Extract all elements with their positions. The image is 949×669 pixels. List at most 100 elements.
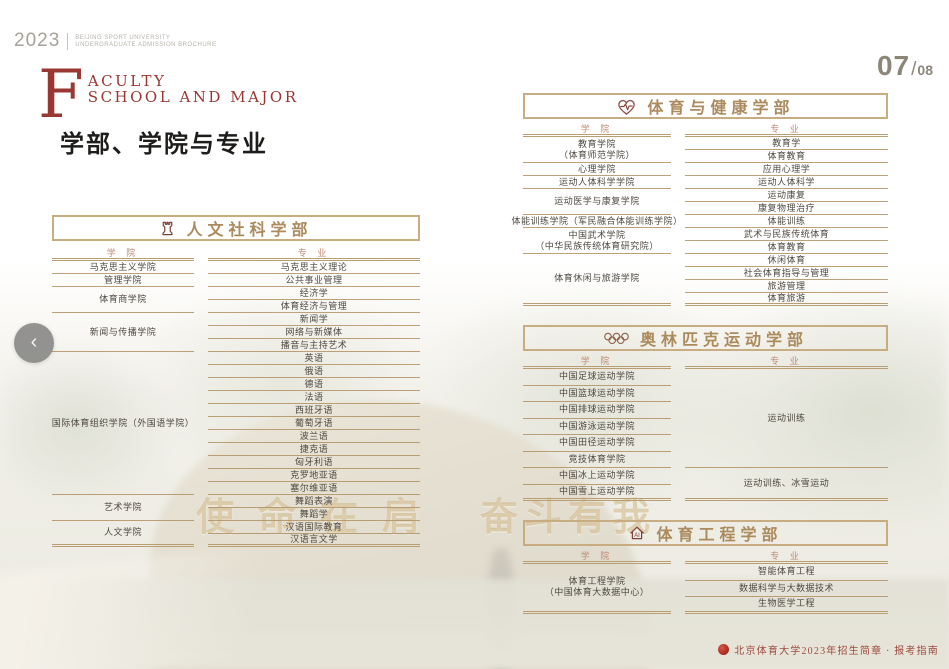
university-logo-icon [718,644,730,655]
rook-icon [159,220,176,237]
cell-text: 管理学院 [103,274,142,285]
cell-text: 克罗地亚语 [290,469,338,480]
cell-text: 播音与主持艺术 [280,339,348,350]
major-cell: 葡萄牙语 [208,417,420,430]
page-title-english: F ACULTY SCHOOL AND MAJOR [38,61,299,127]
svg-text:AI: AI [635,533,641,539]
cell-text: 教育学 [772,137,801,148]
major-cell: 波兰语 [208,430,420,443]
cell-text: 捷克语 [299,443,329,454]
cell-text: 体育工程学院 [568,576,626,587]
major-cell: 体育经济与管理 [208,300,420,313]
major-cells: 运动训练 运动训练、冰雪运动 [685,369,888,501]
prev-page-button[interactable]: ‹ [14,323,54,363]
major-cell: 德语 [208,378,420,391]
faculty-header: 奥林匹克运动学部 [523,325,888,351]
major-cell: 捷克语 [208,443,420,456]
cell-text: 康复物理治疗 [757,202,815,213]
cell-text: 运动训练、冰雪运动 [743,477,830,488]
major-cell: 汉语国际教育 [208,521,420,534]
faculty-section-engineering: AI 体育工程学部 学 院 体育工程学院 （中国体育大数据中心） 专 业 智能体育… [523,520,888,614]
major-cell: 英语 [208,352,420,365]
faculty-columns: 学 院 中国足球运动学院 中国篮球运动学院 中国排球运动学院 中国游泳运动学院 中国田径… [523,354,888,501]
school-cell: 体育休闲与旅游学院 [523,254,671,306]
page-number: 07 / 08 [877,50,933,82]
major-column: 专 业 马克思主义理论 公共事业管理 经济学 体育经济与管理 新闻学 网络与新媒体 播音与主… [208,246,420,547]
major-cell: 舞蹈学 [208,508,420,521]
major-cell: 数据科学与大数据技术 [685,581,888,597]
cell-text: 运动人体科学 [757,176,815,187]
school-cell: 人文学院 [52,521,194,547]
cell-text: 体育休闲与旅游学院 [554,273,640,283]
cell-text: 英语 [304,352,324,363]
school-cells: 体育工程学院 （中国体育大数据中心） [523,564,671,614]
major-cell: 体能训练 [685,215,888,228]
major-cell: 运动人体科学 [685,176,888,189]
school-column: 学 院 教育学院 （体育师范学院） 心理学院 运动人体科学学院 运动医学与康复学院 体能训… [512,122,682,306]
major-cell: 应用心理学 [685,163,888,176]
cell-text: 艺术学院 [103,502,142,512]
ai-house-icon: AI [628,524,646,542]
school-cell: 体能训练学院（军民融合体能训练学院） [512,215,682,228]
major-cell: 新闻学 [208,313,420,326]
faculty-section-health: 体育与健康学部 学 院 教育学院 （体育师范学院） 心理学院 运动人体科学学院 运动医学… [512,93,888,306]
major-column: 专 业 运动训练 运动训练、冰雪运动 [685,354,888,501]
school-column: 学 院 体育工程学院 （中国体育大数据中心） [523,549,671,614]
school-cell: 中国游泳运动学院 [523,419,671,435]
major-cell: 法语 [208,391,420,404]
school-cell: 中国雪上运动学院 [523,485,671,501]
cell-text: （中国体育大数据中心） [544,587,650,598]
major-cells: 教育学 体育教育 应用心理学 运动人体科学 运动康复 康复物理治疗 体能训练 武术与民族传统体… [685,137,888,306]
major-column: 专 业 智能体育工程 数据科学与大数据技术 生物医学工程 [685,549,888,614]
faculty-title: 体育与健康学部 [647,100,795,117]
cell-text: 汉语国际教育 [285,521,343,532]
major-cell: 社会体育指导与管理 [685,267,888,280]
major-cell: 经济学 [208,287,420,300]
major-cell: 播音与主持艺术 [208,339,420,352]
cell-text: 中国田径运动学院 [558,437,635,448]
olympic-rings-icon [603,332,630,345]
major-cell: 教育学 [685,137,888,150]
cell-text: 公共事业管理 [285,274,343,285]
cell-text: 体育教育 [767,150,806,161]
brand-lines: BEIJING SPORT UNIVERSITY UNDERGRADUATE A… [75,35,216,48]
school-cell: 体育工程学院 （中国体育大数据中心） [523,564,671,614]
major-cell: 体育教育 [685,150,888,163]
major-column: 专 业 教育学 体育教育 应用心理学 运动人体科学 运动康复 康复物理治疗 体能训练 武术与民… [685,122,888,306]
column-header-major: 专 业 [685,549,888,564]
page-number-slash: / [911,59,917,80]
cell-text: 体育教育 [767,241,806,252]
faculty-title: 奥林匹克运动学部 [639,332,808,349]
major-cell: 克罗地亚语 [208,469,420,482]
chevron-left-icon: ‹ [30,331,38,353]
faculty-columns: 学 院 马克思主义学院 管理学院 体育商学院 新闻与传播学院 国际体育组织学院（外国语学… [52,246,420,547]
school-cell: 国际体育组织学院（外国语学院） [52,352,194,495]
cell-text: （中华民族传统体育研究院） [535,240,659,251]
cell-text: 运动人体科学学院 [558,176,635,187]
cell-text: 体育经济与管理 [280,300,348,311]
cell-text: 休闲体育 [767,254,806,265]
cell-text: 德语 [304,378,324,389]
cell-text: 中国冰上运动学院 [558,470,635,481]
faculty-header: AI 体育工程学部 [523,520,888,546]
cell-text: 竞技体育学院 [568,453,626,464]
heart-pulse-icon [616,97,637,116]
cell-text: 运动医学与康复学院 [554,196,640,206]
cell-text: 中国游泳运动学院 [558,420,635,431]
footer: 北京体育大学2023年招生简章 · 报考指南 [718,642,939,657]
school-cell: 心理学院 [523,163,671,176]
cell-text: 塞尔维亚语 [290,482,338,493]
school-cell: 中国田径运动学院 [523,435,671,452]
brand-line1: BEIJING SPORT UNIVERSITY [75,34,171,41]
major-cell: 生物医学工程 [685,597,888,614]
school-cells: 中国足球运动学院 中国篮球运动学院 中国排球运动学院 中国游泳运动学院 中国田径运动学院… [523,369,671,501]
faculty-header: 体育与健康学部 [523,93,888,119]
school-cell: 运动人体科学学院 [523,176,671,189]
cell-text: （体育师范学院） [558,149,635,160]
cell-text: 法语 [304,391,324,402]
faculty-header: 人文社科学部 [52,215,420,241]
cell-text: 舞蹈表演 [294,495,333,506]
school-cells: 教育学院 （体育师范学院） 心理学院 运动人体科学学院 运动医学与康复学院 体能训练学院（… [512,137,682,306]
